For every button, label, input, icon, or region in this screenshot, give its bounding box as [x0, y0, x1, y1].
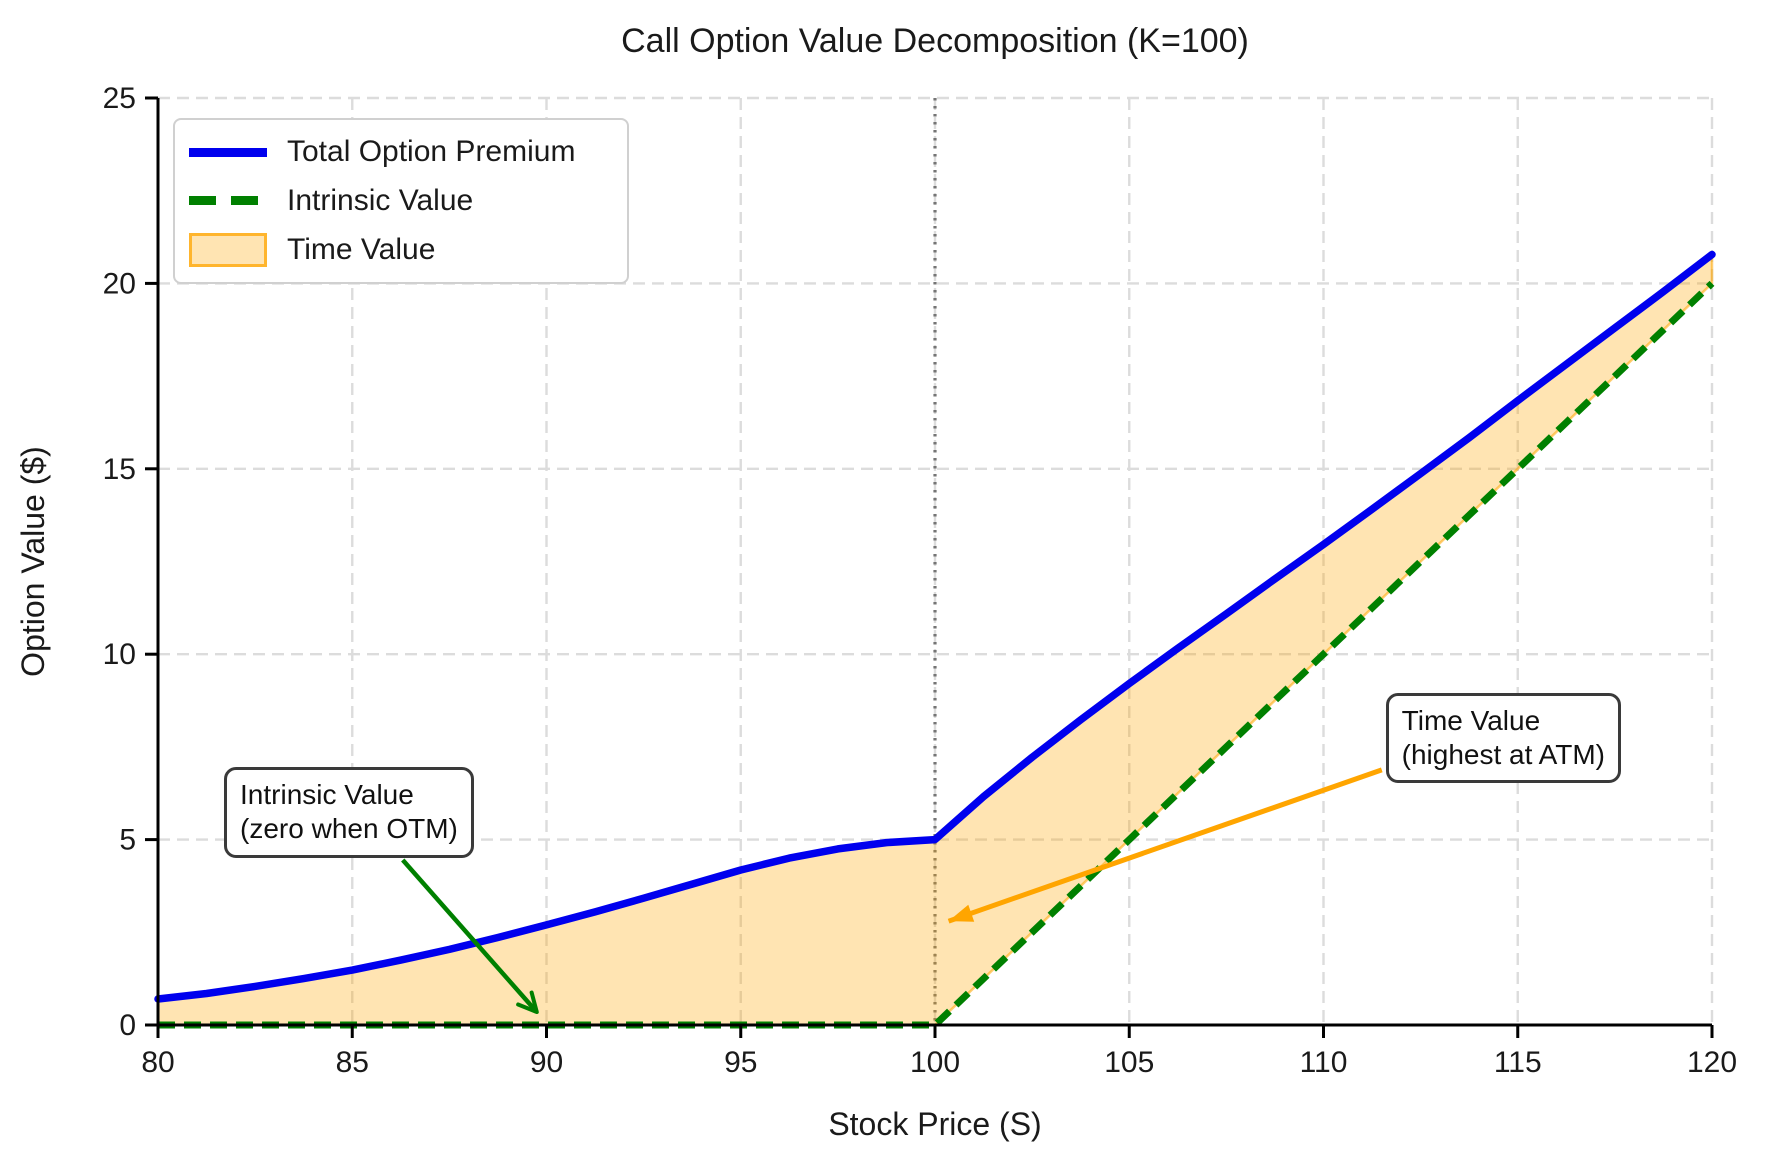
svg-text:100: 100 [910, 1046, 960, 1079]
svg-text:80: 80 [141, 1046, 174, 1079]
svg-text:5: 5 [119, 824, 136, 857]
legend-item-intrinsic-value: Intrinsic Value [189, 184, 613, 218]
legend-label-time-value: Time Value [287, 232, 436, 266]
legend-label-total-premium: Total Option Premium [287, 135, 576, 169]
svg-text:10: 10 [103, 638, 136, 671]
svg-text:20: 20 [103, 267, 136, 300]
premium-line-swatch [189, 147, 267, 157]
tick-marks [145, 96, 1714, 1038]
legend-item-total-premium: Total Option Premium [189, 135, 613, 169]
time-value-patch-swatch [189, 232, 267, 267]
annotation-intrinsic-line1: Intrinsic Value [240, 779, 414, 811]
svg-text:120: 120 [1687, 1046, 1737, 1079]
annotation-time-value-line1: Time Value [1401, 705, 1541, 737]
annotation-time-value: Time Value (highest at ATM) [1385, 693, 1621, 784]
svg-text:115: 115 [1494, 1046, 1542, 1079]
annotation-time-value-line2: (highest at ATM) [1401, 739, 1605, 771]
svg-text:90: 90 [530, 1046, 563, 1079]
time-value-annotation-arrow [947, 767, 1383, 924]
chart-title: Call Option Value Decomposition (K=100) [621, 22, 1249, 60]
svg-text:105: 105 [1104, 1046, 1154, 1079]
tick-labels: 80 85 90 95 100 105 110 115 120 0 5 10 15 20 25 [103, 82, 1737, 1079]
legend-item-time-value: Time Value [189, 232, 613, 267]
svg-text:15: 15 [103, 453, 136, 486]
intrinsic-dash-swatch [189, 196, 267, 206]
total-premium-line [154, 250, 1716, 1003]
svg-text:95: 95 [724, 1046, 757, 1079]
annotation-intrinsic-value: Intrinsic Value (zero when OTM) [224, 767, 474, 858]
svg-text:85: 85 [336, 1046, 369, 1079]
intrinsic-annotation-arrow [401, 858, 539, 1015]
legend-label-intrinsic-value: Intrinsic Value [287, 183, 474, 217]
svg-text:0: 0 [119, 1009, 136, 1042]
svg-text:25: 25 [103, 82, 136, 115]
svg-text:110: 110 [1300, 1046, 1348, 1079]
x-axis-label: Stock Price (S) [828, 1106, 1041, 1142]
annotation-intrinsic-line2: (zero when OTM) [240, 813, 458, 845]
intrinsic-value-line [158, 280, 1715, 1029]
legend: Total Option Premium Intrinsic Value Tim… [173, 118, 629, 284]
y-axis-label: Option Value ($) [15, 446, 51, 677]
